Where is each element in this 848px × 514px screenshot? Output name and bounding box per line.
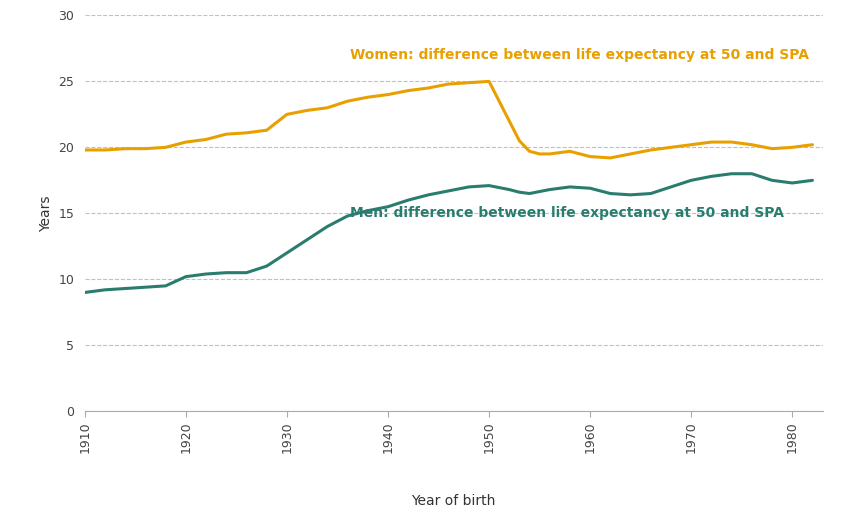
Text: Men: difference between life expectancy at 50 and SPA: Men: difference between life expectancy … [350, 206, 784, 221]
X-axis label: Year of birth: Year of birth [411, 494, 496, 508]
Y-axis label: Years: Years [39, 195, 53, 232]
Text: Women: difference between life expectancy at 50 and SPA: Women: difference between life expectanc… [350, 48, 809, 62]
